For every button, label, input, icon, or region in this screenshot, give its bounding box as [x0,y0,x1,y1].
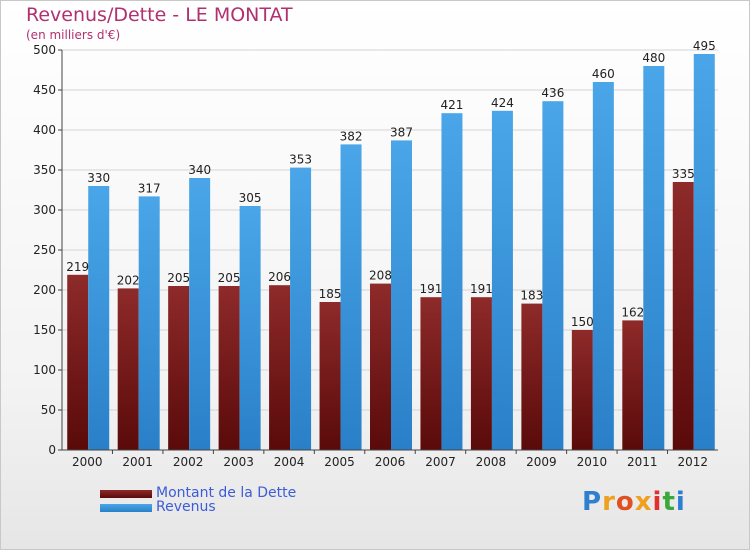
bar-debt [521,303,543,450]
data-label-debt: 219 [66,260,89,274]
data-label-revenue: 330 [87,171,110,185]
data-label-debt: 191 [470,282,493,296]
y-tick-label: 250 [33,243,56,257]
data-label-debt: 191 [420,282,443,296]
bar-debt [269,285,291,450]
data-label-revenue: 317 [138,181,161,195]
legend-swatch-revenue [100,504,152,512]
bar-revenue [542,101,564,450]
logo-letter: P [582,487,603,517]
data-label-debt: 183 [520,289,543,303]
bar-debt [622,320,644,450]
logo-letter: o [615,487,635,517]
legend-swatch-debt [100,490,152,498]
y-tick-label: 100 [33,363,56,377]
data-label-debt: 150 [571,315,594,329]
y-tick-label: 0 [48,443,56,457]
y-tick-label: 500 [33,43,56,57]
legend-label-debt: Montant de la Dette [156,485,297,501]
y-tick-label: 300 [33,203,56,217]
data-label-revenue: 424 [491,96,514,110]
bar-debt [420,297,442,450]
bar-debt [319,302,341,450]
data-label-revenue: 382 [340,129,363,143]
data-label-debt: 208 [369,269,392,283]
data-label-revenue: 340 [188,163,211,177]
x-tick-label: 2010 [577,455,608,469]
y-tick-label: 350 [33,163,56,177]
data-label-revenue: 495 [693,39,716,53]
chart-title: Revenus/Dette - LE MONTAT [26,4,293,26]
data-label-debt: 335 [672,167,695,181]
bars [67,54,715,451]
bar-revenue [391,140,412,450]
data-label-debt: 162 [621,305,644,319]
bar-debt [672,182,694,450]
legend-label-revenue: Revenus [156,499,216,515]
bar-debt [168,286,190,450]
data-label-revenue: 480 [642,51,665,65]
bar-debt [470,297,492,450]
data-label-revenue: 353 [289,153,312,167]
logo-letter: x [634,487,653,517]
x-tick-label: 2007 [425,455,456,469]
data-labels: 219 330 202 317 205 340 205 305 206 353 185 382 208 3… [66,39,715,329]
proxiti-logo: Proxiti [582,487,686,517]
data-label-debt: 185 [319,287,342,301]
logo-letter: i [675,487,686,517]
logo-letter: t [662,487,676,517]
chart-subtitle: (en milliers d'€) [26,28,121,42]
bar-debt [571,330,593,450]
x-tick-label: 2011 [627,455,658,469]
x-tick-label: 2006 [375,455,406,469]
bar-revenue [592,82,614,450]
data-label-debt: 206 [268,270,291,284]
data-label-revenue: 436 [541,86,564,100]
bar-revenue [441,113,463,450]
x-tick-label: 2002 [173,455,204,469]
y-tick-label: 450 [33,83,56,97]
data-label-debt: 205 [218,271,241,285]
bar-debt [218,286,240,450]
bar-revenue [138,196,160,450]
bar-revenue [643,66,665,450]
data-label-revenue: 387 [390,125,413,139]
x-tick-label: 2000 [72,455,103,469]
bar-debt [370,283,391,450]
bar-revenue [290,167,312,450]
bar-revenue [491,110,513,451]
x-tick-label: 2009 [526,455,557,469]
bar-revenue [693,54,715,450]
x-tick-label: 2001 [122,455,153,469]
y-tick-label: 50 [41,403,56,417]
bar-revenue [340,144,362,450]
y-tick-label: 150 [33,323,56,337]
data-label-revenue: 421 [441,98,464,112]
logo-letter: i [652,487,663,517]
data-label-debt: 202 [117,273,140,287]
x-tick-label: 2005 [324,455,355,469]
x-tick-label: 2003 [223,455,254,469]
bar-debt [67,274,89,450]
bar-revenue [189,178,211,450]
data-label-revenue: 460 [592,67,615,81]
data-label-revenue: 305 [239,191,262,205]
axes: 0 50 100 150 200 250 300 350 400 450 500 2000 2001 20… [33,43,718,469]
y-tick-label: 400 [33,123,56,137]
x-tick-label: 2008 [476,455,507,469]
y-tick-label: 200 [33,283,56,297]
data-label-debt: 205 [167,271,190,285]
x-tick-label: 2012 [677,455,708,469]
logo-letter: r [602,487,616,517]
x-tick-label: 2004 [274,455,305,469]
bar-debt [117,288,139,450]
bar-revenue [88,186,110,450]
bar-revenue [239,206,261,450]
